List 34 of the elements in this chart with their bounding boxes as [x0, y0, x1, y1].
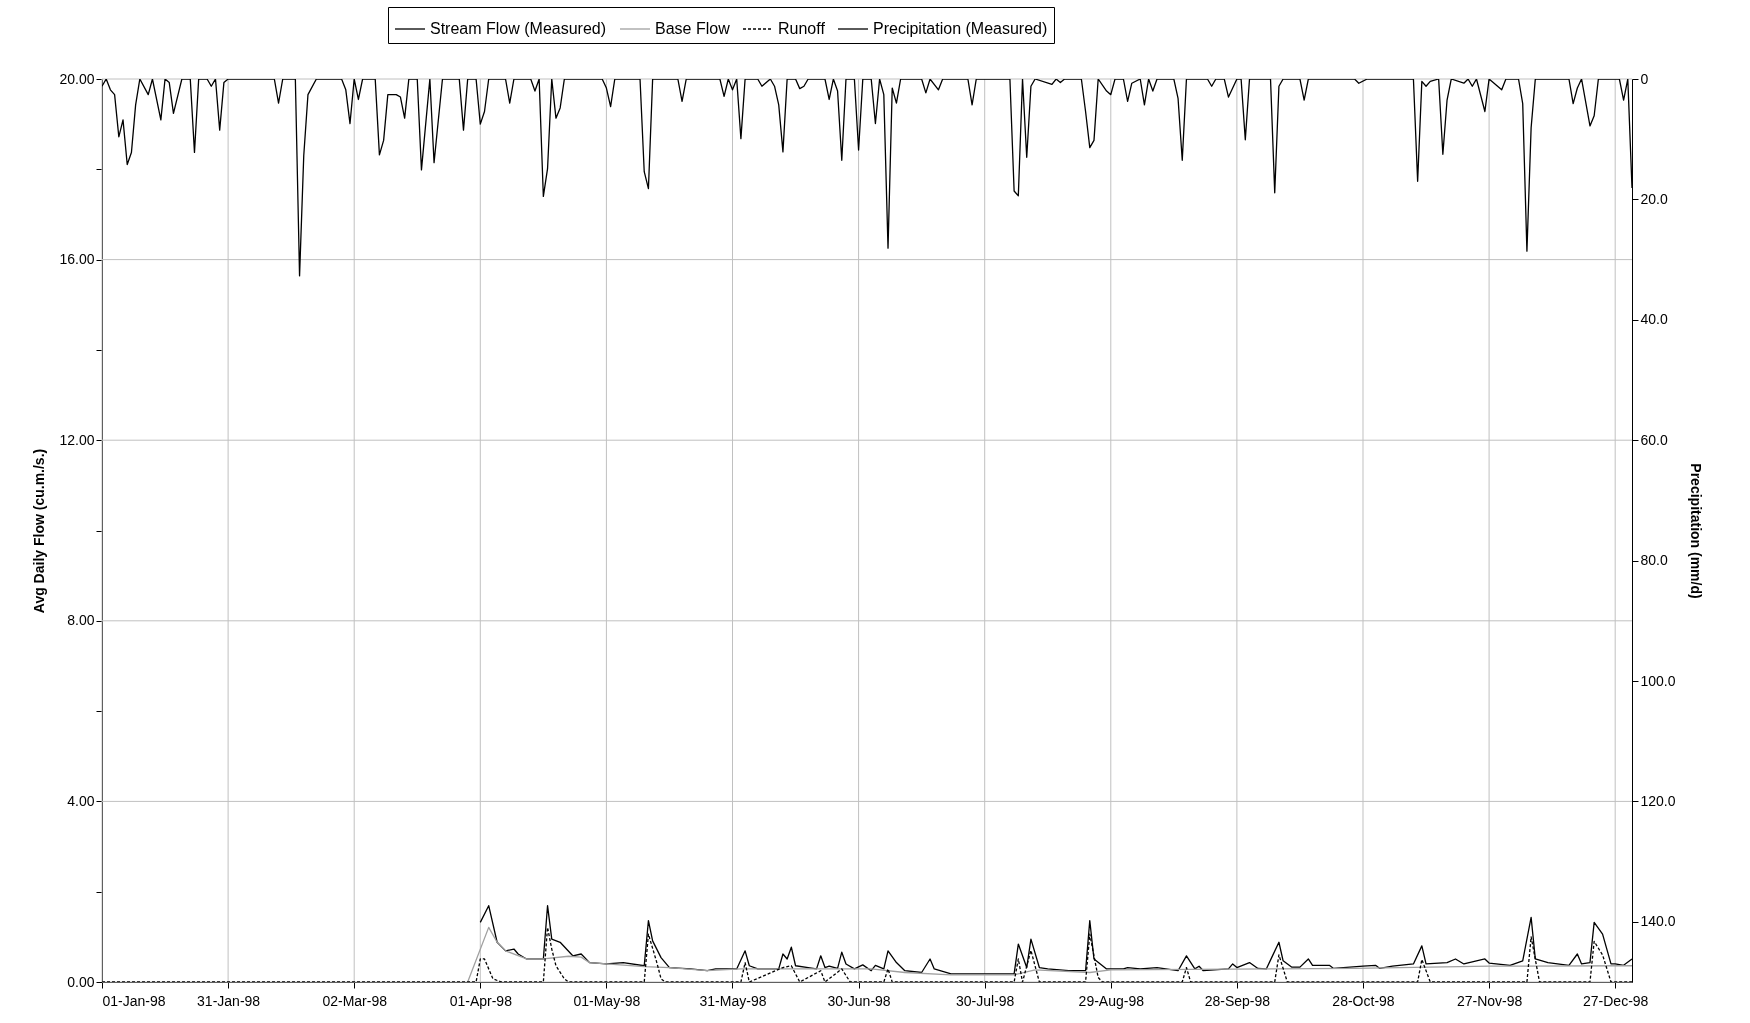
y2-tick-label: 140.0 [1640, 913, 1676, 930]
x-tick-label: 30-Jun-98 [827, 992, 891, 1009]
y2-tick-label: 100.0 [1640, 672, 1676, 689]
x-tick-label: 29-Aug-98 [1078, 992, 1145, 1009]
x-tick-label: 28-Oct-98 [1332, 992, 1395, 1009]
y2-tick-label: 60.0 [1640, 431, 1668, 448]
y-tick-label: 12.00 [59, 431, 95, 448]
y2-tick-label: 120.0 [1640, 792, 1676, 809]
y-tick-label: 16.00 [59, 251, 95, 268]
y2-axis-title: Precipitation (mm/d) [1687, 463, 1704, 599]
line-series [467, 926, 1632, 982]
x-tick-label: 02-Mar-98 [322, 992, 388, 1009]
x-tick-label: 31-Jan-98 [197, 992, 261, 1009]
y-tick-label: 20.00 [59, 70, 95, 87]
x-tick-label: 27-Nov-98 [1456, 992, 1523, 1009]
x-tick-label: 30-Jul-98 [956, 992, 1015, 1009]
y-tick-label: 4.00 [67, 792, 95, 809]
x-tick-label: 01-Jan-98 [102, 992, 166, 1009]
y-axis-title: Avg Daily Flow (cu.m./s.) [31, 448, 48, 614]
legend-label: Base Flow [655, 20, 731, 37]
legend-label: Stream Flow (Measured) [430, 20, 607, 37]
x-tick-label: 31-May-98 [699, 992, 767, 1009]
x-tick-label: 28-Sep-98 [1204, 992, 1271, 1009]
legend-label: Runoff [778, 20, 826, 37]
x-tick-label: 01-Apr-98 [449, 992, 513, 1009]
x-tick-label: 01-May-98 [573, 992, 641, 1009]
x-tick-label: 27-Dec-98 [1583, 992, 1649, 1009]
legend-label: Precipitation (Measured) [873, 20, 1048, 37]
y-tick-label: 0.00 [67, 973, 95, 990]
y2-tick-label: 20.0 [1640, 190, 1668, 207]
y-tick-label: 8.00 [67, 612, 95, 629]
y2-tick-label: 80.0 [1640, 552, 1668, 569]
y2-tick-label: 0 [1640, 70, 1649, 87]
y2-tick-label: 40.0 [1640, 311, 1668, 328]
